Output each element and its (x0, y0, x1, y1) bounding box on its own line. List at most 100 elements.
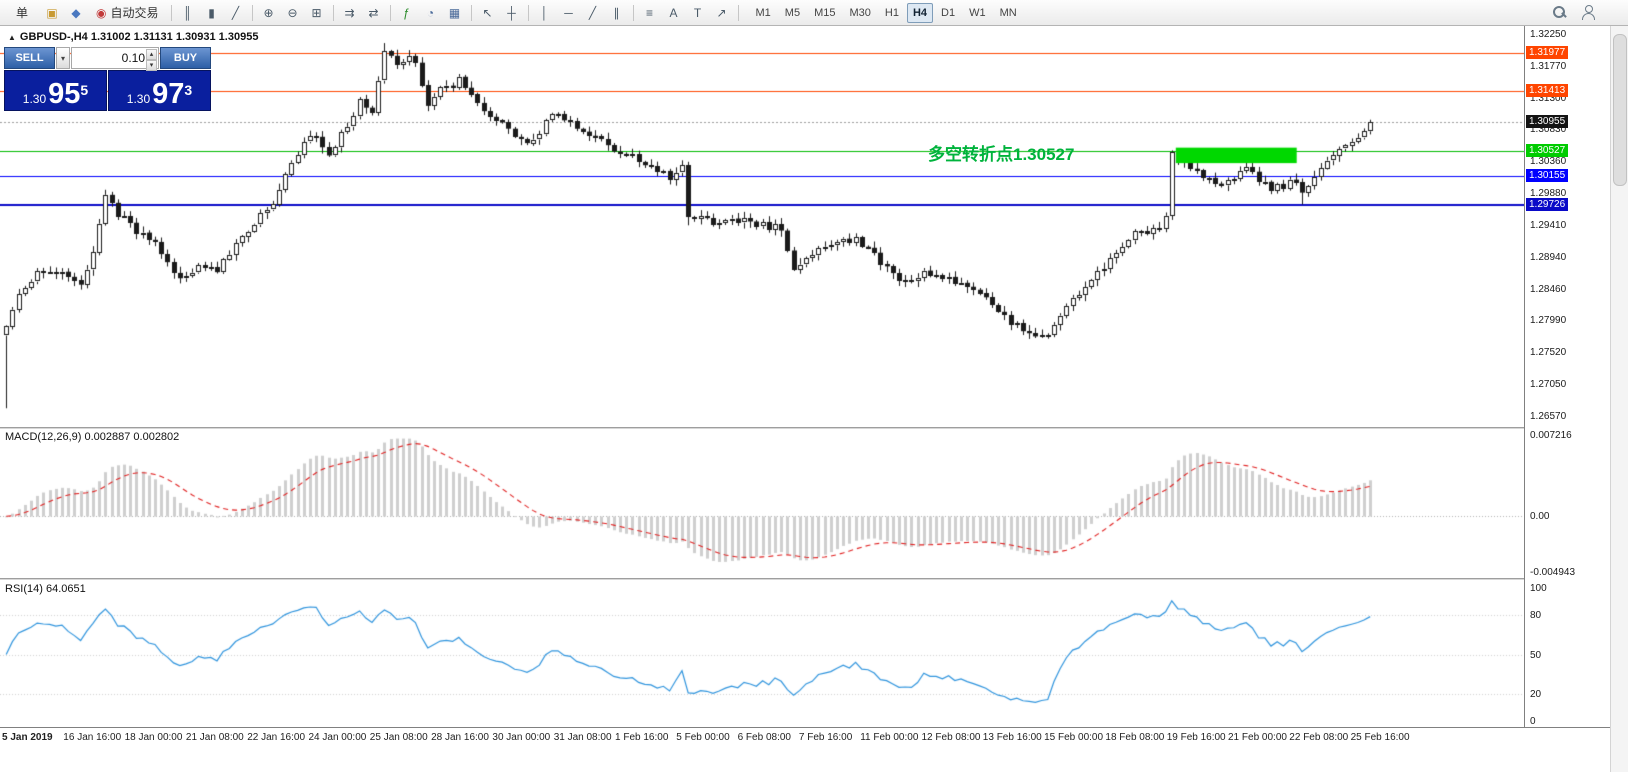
search-icon[interactable] (1552, 5, 1567, 20)
candlestick-chart-icon[interactable]: ▮ (201, 2, 223, 24)
price-level-badge: 1.29726 (1526, 197, 1569, 211)
text-icon[interactable]: A (663, 2, 685, 24)
timeframe-m5[interactable]: M5 (784, 6, 801, 19)
price-scale-label: 1.26570 (1530, 410, 1567, 422)
line-chart-icon[interactable]: ╱ (225, 2, 247, 24)
zoom-in-icon[interactable]: ⊕ (258, 2, 280, 24)
new-order-button[interactable]: 单 (5, 2, 39, 24)
cursor-icon[interactable]: ↖ (477, 2, 499, 24)
sell-price-display[interactable]: 1.30 95 5 (4, 70, 107, 111)
toolbar-separator (170, 4, 172, 21)
timeframe-mn[interactable]: MN (999, 6, 1017, 19)
scrollbar-thumb[interactable] (1613, 34, 1627, 186)
chart-shift-icon[interactable]: ⇄ (363, 2, 385, 24)
market-watch-icon-glyph: ◆ (71, 5, 81, 20)
fibonacci-icon[interactable]: ≡ (639, 2, 661, 24)
time-scale-label: 11 Feb 00:00 (860, 732, 919, 743)
crosshair-icon-glyph: ┼ (507, 5, 516, 20)
fibonacci-icon-glyph: ≡ (645, 5, 653, 20)
time-scale-label: 12 Feb 08:00 (921, 732, 981, 743)
macd-scale-label: 0.00 (1530, 511, 1550, 523)
community-user-icon[interactable] (1581, 5, 1596, 20)
timeframe-d1[interactable]: D1 (941, 6, 956, 19)
rsi-scale-label: 80 (1530, 609, 1542, 621)
price-scale-label: 1.29410 (1530, 219, 1567, 231)
time-scale-label: 25 Jan 08:00 (369, 732, 428, 743)
pivot-annotation: 多空转折点1.30527 (928, 145, 1075, 164)
bar-chart-icon[interactable]: ║ (177, 2, 199, 24)
time-scale-label: 22 Jan 16:00 (247, 732, 306, 743)
auto-scroll-icon[interactable]: ⇉ (339, 2, 361, 24)
chart-window-icon-glyph: ▣ (46, 5, 58, 20)
auto-trading-button[interactable]: ◉ 自动交易 (89, 2, 166, 24)
time-scale-label: 21 Jan 08:00 (185, 732, 244, 743)
text-icon-glyph: A (669, 5, 678, 20)
time-scale-label: 15 Feb 00:00 (1044, 732, 1104, 743)
text-label-icon[interactable]: T (687, 2, 709, 24)
auto-trading-button-label: 自动交易 (110, 6, 159, 20)
volume-input[interactable]: 0.10 ▴ ▾ (71, 47, 159, 71)
line-chart-icon-glyph: ╱ (231, 5, 240, 20)
time-axis[interactable]: 5 Jan 2019 16 Jan 16:00 18 Jan 00:00 21 Jan… (0, 727, 1610, 772)
volume-dropdown-button[interactable]: ▾ (56, 47, 70, 69)
time-scale-label: 19 Feb 16:00 (1166, 732, 1226, 743)
volume-up-button[interactable]: ▴ (146, 49, 157, 60)
timeframe-m30[interactable]: M30 (849, 6, 871, 19)
horizontal-line-icon-glyph: ─ (564, 5, 573, 20)
price-axis[interactable]: 1.32250 1.31977 1.31770 1.31413 1.31300 1.309… (1524, 26, 1610, 727)
vertical-line-icon[interactable]: │ (534, 2, 556, 24)
indicators-icon-glyph: ƒ (403, 5, 410, 20)
price-scale-label: 1.28460 (1530, 283, 1567, 295)
crosshair-icon[interactable]: ┼ (501, 2, 523, 24)
chart-window-icon[interactable]: ▣ (41, 2, 63, 24)
timeframe-h1[interactable]: H1 (884, 6, 899, 19)
buy-button[interactable]: BUY (160, 47, 211, 69)
market-watch-icon[interactable]: ◆ (65, 2, 87, 24)
rsi-scale-label: 20 (1530, 689, 1542, 701)
chart-title: ▲ GBPUSD-,H4 1.31002 1.31131 1.30931 1.30… (8, 31, 259, 43)
timeframe-m1[interactable]: M1 (755, 6, 771, 19)
trendline-icon[interactable]: ╱ (582, 2, 604, 24)
price-scale-label: 1.32250 (1530, 29, 1567, 40)
cursor-icon-glyph: ↖ (482, 5, 493, 20)
sell-button[interactable]: SELL (4, 47, 55, 69)
horizontal-line-icon[interactable]: ─ (558, 2, 580, 24)
volume-stepper: ▴ ▾ (146, 49, 157, 71)
periods-icon[interactable]: ◔ (420, 2, 442, 24)
time-scale-label: 13 Feb 16:00 (982, 732, 1042, 743)
arrows-icon[interactable]: ↗ (711, 2, 733, 24)
panel-separator[interactable] (0, 427, 1610, 429)
toolbar-right (1552, 5, 1624, 20)
price-chart-canvas[interactable] (0, 26, 1524, 427)
time-scale-label: 5 Jan 2019 (2, 732, 53, 743)
templates-icon[interactable]: ▦ (444, 2, 466, 24)
vertical-line-icon-glyph: │ (540, 5, 549, 20)
vertical-scrollbar[interactable] (1610, 26, 1628, 772)
time-scale-label: 7 Feb 16:00 (798, 732, 853, 743)
zoom-out-icon[interactable]: ⊖ (282, 2, 304, 24)
text-label-icon-glyph: T (693, 5, 702, 20)
time-scale-label: 22 Feb 08:00 (1289, 732, 1349, 743)
channel-icon[interactable]: ∥ (606, 2, 628, 24)
tile-windows-icon[interactable]: ⊞ (306, 2, 328, 24)
price-scale-label: 1.27990 (1530, 315, 1567, 327)
timeframe-m15[interactable]: M15 (814, 6, 836, 19)
buy-price-display[interactable]: 1.30 97 3 (108, 70, 211, 111)
periods-icon-glyph: ◔ (426, 5, 435, 20)
rsi-label: RSI(14) 64.0651 (5, 583, 86, 595)
chevron-down-icon: ▾ (60, 53, 65, 63)
panel-separator[interactable] (0, 578, 1610, 580)
tile-windows-icon-glyph: ⊞ (311, 5, 322, 20)
timeframe-h4[interactable]: H4 (906, 2, 933, 23)
timeframe-w1[interactable]: W1 (969, 6, 986, 19)
volume-down-button[interactable]: ▾ (146, 60, 157, 71)
chart-list-icon[interactable]: ▲ (8, 33, 16, 42)
auto-trading-glyph: ◉ (96, 5, 107, 20)
macd-panel-canvas[interactable] (0, 429, 1524, 578)
rsi-panel-canvas[interactable] (0, 580, 1524, 727)
indicators-icon[interactable]: ƒ (396, 2, 418, 24)
rsi-scale-label: 50 (1530, 649, 1542, 661)
price-scale-label: 1.27520 (1530, 347, 1567, 359)
rsi-scale-label: 0 (1530, 716, 1536, 727)
time-scale-label: 16 Jan 16:00 (63, 732, 122, 743)
